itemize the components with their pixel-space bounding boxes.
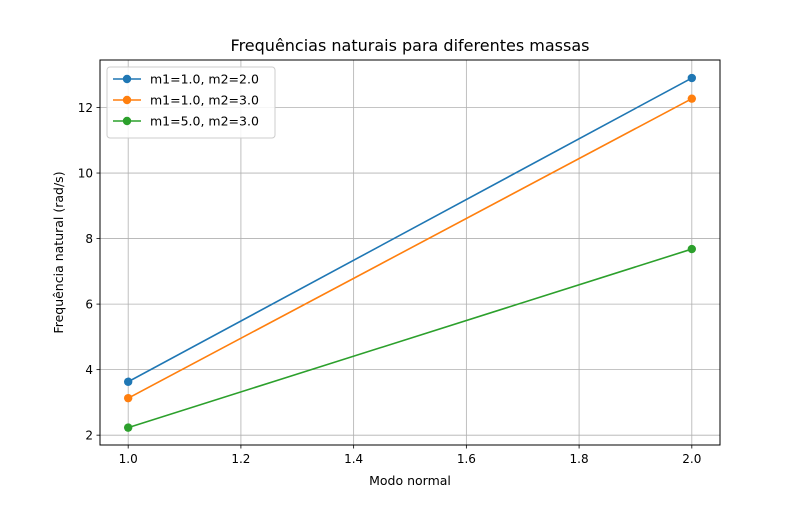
legend-item: m1=1.0, m2=2.0 [113, 72, 259, 87]
y-tick-label: 12 [78, 101, 93, 115]
data-point [687, 94, 697, 103]
series-line [127, 97, 693, 399]
series-3 [123, 244, 697, 432]
y-tick-label: 4 [85, 363, 93, 377]
x-tick-label: 1.8 [570, 452, 589, 466]
x-tick-label: 1.0 [119, 452, 138, 466]
legend-label: m1=1.0, m2=3.0 [150, 93, 259, 108]
legend-label: m1=1.0, m2=2.0 [150, 72, 259, 87]
grid-lines [100, 60, 720, 445]
series-group [123, 73, 697, 432]
series-2 [123, 94, 697, 403]
y-tick-label: 2 [85, 429, 93, 443]
y-axis-label: Frequência natural (rad/s) [51, 171, 66, 333]
data-point [687, 244, 697, 254]
x-tick-label: 1.2 [231, 452, 250, 466]
y-tick-label: 8 [85, 232, 93, 246]
legend-marker [122, 95, 132, 105]
x-tick-label: 2.0 [682, 452, 701, 466]
legend-label: m1=5.0, m2=3.0 [150, 114, 259, 129]
data-point [123, 393, 133, 403]
legend-box [106, 66, 276, 139]
series-line [127, 77, 693, 383]
series-1 [123, 73, 697, 386]
x-axis-label: Modo normal [369, 473, 451, 488]
chart-title: Frequências naturais para diferentes mas… [231, 36, 590, 55]
x-tick-label: 1.4 [344, 452, 363, 466]
legend-marker [122, 74, 132, 84]
y-tick-label: 6 [85, 298, 93, 312]
y-tick-label: 10 [78, 167, 93, 181]
plot-frame [99, 59, 721, 446]
axis-ticks: 1.0 1.2 1.4 1.6 1.8 2.0 2 4 6 8 10 12 [78, 101, 702, 466]
legend-item: m1=1.0, m2=3.0 [113, 93, 259, 108]
data-point [123, 377, 133, 386]
x-tick-label: 1.6 [457, 452, 476, 466]
data-point [123, 423, 133, 432]
legend-item: m1=5.0, m2=3.0 [113, 114, 259, 129]
series-line [127, 248, 693, 429]
legend-marker [122, 116, 132, 126]
legend: m1=1.0, m2=2.0 m1=1.0, m2=3.0 m1=5.0, m2=3… [106, 66, 276, 139]
data-point [687, 73, 697, 83]
